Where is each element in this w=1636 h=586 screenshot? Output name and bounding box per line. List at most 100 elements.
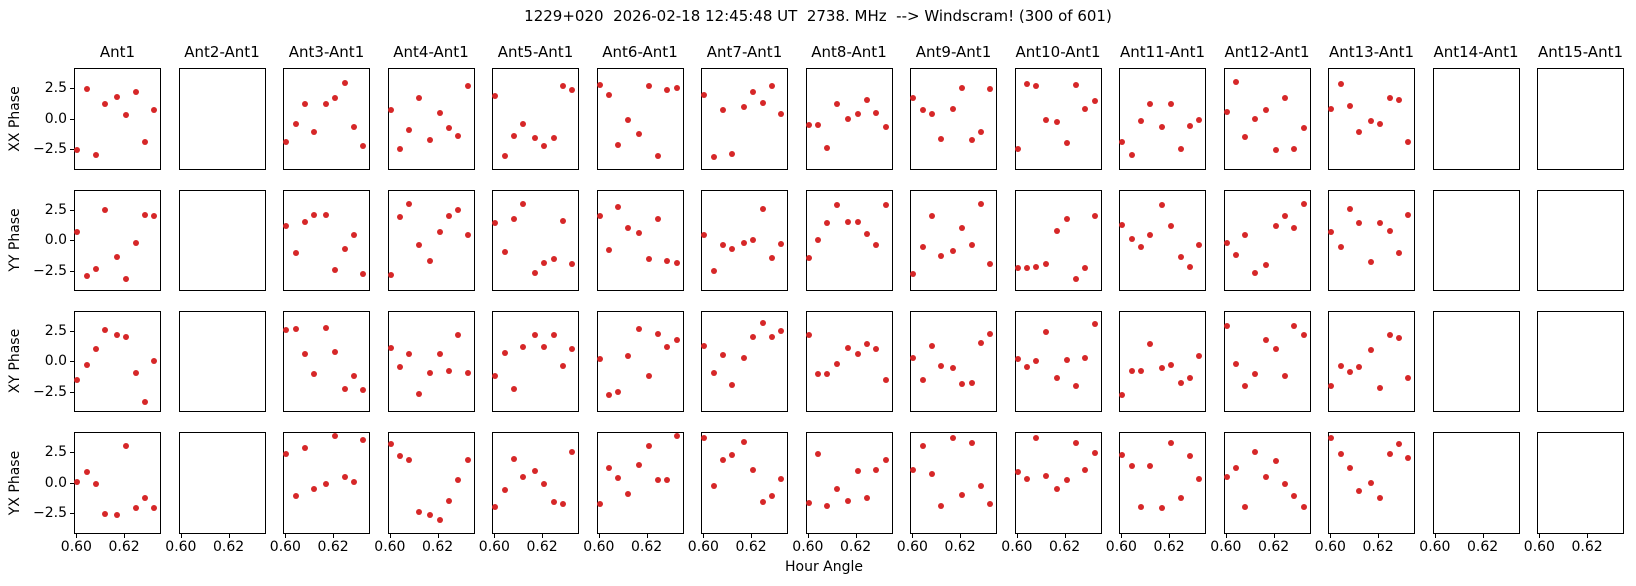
data-point: [778, 476, 785, 483]
data-point: [636, 131, 643, 138]
x-tick-mark: [1587, 533, 1589, 538]
data-point: [406, 126, 413, 133]
x-tick-label: 0.62: [1466, 539, 1499, 555]
data-point: [341, 385, 348, 392]
y-tick-mark: [70, 361, 74, 363]
x-tick-label: 0.62: [526, 539, 558, 555]
data-point: [387, 441, 394, 448]
data-point: [1073, 383, 1080, 390]
data-point: [113, 254, 120, 261]
data-point: [415, 242, 422, 249]
data-point: [1328, 435, 1335, 442]
data-point: [949, 365, 956, 372]
data-point: [141, 138, 148, 145]
data-point: [645, 442, 652, 449]
data-point: [655, 215, 662, 222]
data-point: [864, 341, 871, 348]
data-point: [541, 480, 548, 487]
data-point: [854, 351, 861, 358]
data-point: [710, 268, 717, 275]
data-point: [1386, 95, 1393, 102]
x-tick-mark: [389, 533, 391, 538]
data-point: [768, 255, 775, 262]
data-point: [833, 360, 840, 367]
data-point: [569, 261, 576, 268]
subplot-Ant1-XY: [74, 310, 161, 412]
subplot-Ant4-Ant1-YY: [387, 189, 475, 291]
data-point: [759, 206, 766, 213]
data-point: [729, 452, 736, 459]
data-point: [701, 342, 708, 349]
data-point: [1291, 492, 1298, 499]
data-point: [919, 442, 926, 449]
subplot-Ant12-Ant1-YY: [1223, 189, 1311, 291]
subplot-Ant7-Ant1-XX: [701, 68, 788, 170]
data-point: [427, 370, 434, 377]
subplot-column-title: Ant10-Ant1: [1015, 43, 1101, 61]
data-point: [501, 152, 508, 159]
data-point: [1233, 360, 1240, 367]
x-tick-label: 0.60: [896, 539, 928, 555]
data-point: [123, 442, 130, 449]
data-point: [123, 275, 130, 282]
subplot-Ant2-Ant1-YY: [178, 189, 266, 291]
data-point: [510, 215, 517, 222]
data-point: [132, 239, 139, 246]
data-point: [664, 477, 671, 484]
subplot-Ant5-Ant1-XY: [492, 310, 579, 412]
data-point: [322, 101, 329, 108]
data-point: [92, 266, 99, 273]
data-point: [1177, 254, 1184, 261]
data-point: [1356, 128, 1363, 135]
subplot-Ant1-YX: [74, 432, 161, 534]
data-point: [1377, 220, 1384, 227]
data-point: [1014, 468, 1021, 475]
x-tick-mark: [228, 533, 230, 538]
data-point: [541, 260, 548, 267]
data-point: [322, 324, 329, 331]
data-point: [1263, 107, 1270, 114]
data-point: [113, 94, 120, 101]
data-point: [283, 222, 290, 229]
subplot-Ant9-Ant1-YX: [910, 432, 997, 534]
subplot-column-title: Ant13-Ant1: [1328, 43, 1415, 61]
data-point: [701, 232, 708, 239]
data-point: [882, 124, 889, 131]
x-tick-mark: [333, 533, 335, 538]
data-point: [655, 152, 662, 159]
data-point: [919, 244, 926, 251]
data-point: [492, 503, 499, 510]
x-tick-label: 0.62: [1362, 539, 1394, 555]
y-tick-mark: [70, 209, 74, 211]
data-point: [510, 455, 517, 462]
data-point: [615, 203, 622, 210]
x-tick-label: 0.60: [478, 539, 510, 555]
data-point: [710, 154, 717, 161]
x-tick-label: 0.60: [792, 539, 824, 555]
x-tick-mark: [494, 533, 496, 538]
x-tick-label: 0.60: [1523, 539, 1555, 555]
data-point: [436, 228, 443, 235]
subplot-column-title: Ant11-Ant1: [1119, 43, 1206, 61]
data-point: [1091, 97, 1098, 104]
data-point: [928, 342, 935, 349]
data-point: [550, 331, 557, 338]
data-point: [559, 501, 566, 508]
data-point: [311, 128, 318, 135]
data-point: [1223, 473, 1230, 480]
data-point: [151, 213, 158, 220]
x-tick-label: 0.60: [165, 539, 197, 555]
data-point: [1300, 503, 1307, 510]
data-point: [655, 477, 662, 484]
data-point: [102, 101, 109, 108]
data-point: [1054, 485, 1061, 492]
data-point: [1042, 116, 1049, 123]
data-point: [740, 354, 747, 361]
x-tick-mark: [124, 533, 126, 538]
subplot-Ant13-Ant1-YX: [1328, 432, 1415, 534]
subplot-Ant12-Ant1-YX: [1223, 432, 1311, 534]
data-point: [1251, 371, 1258, 378]
x-tick-label: 0.62: [839, 539, 872, 555]
subplot-Ant3-Ant1-XX: [283, 68, 370, 170]
data-point: [415, 390, 422, 397]
